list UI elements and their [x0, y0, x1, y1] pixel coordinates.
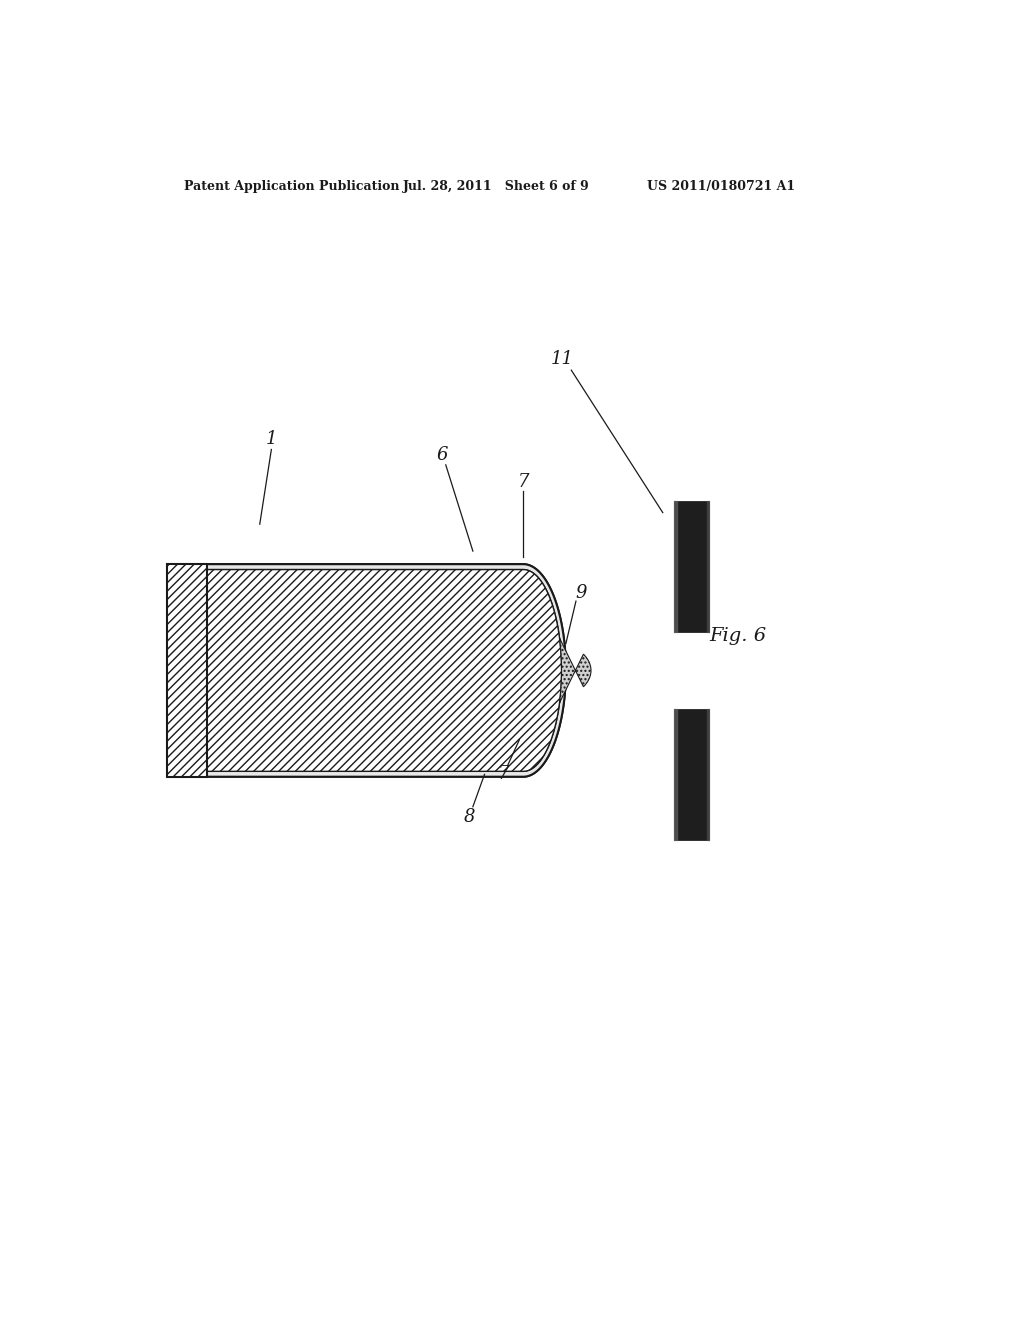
Text: Patent Application Publication: Patent Application Publication — [183, 180, 399, 193]
Polygon shape — [206, 564, 566, 776]
Text: 11: 11 — [551, 350, 573, 367]
Bar — [675, 709, 710, 840]
Text: 1: 1 — [265, 430, 278, 449]
Text: 8: 8 — [463, 808, 475, 826]
Text: 7: 7 — [498, 766, 510, 783]
Bar — [167, 564, 207, 776]
Text: Jul. 28, 2011   Sheet 6 of 9: Jul. 28, 2011 Sheet 6 of 9 — [403, 180, 590, 193]
Text: US 2011/0180721 A1: US 2011/0180721 A1 — [647, 180, 796, 193]
Polygon shape — [206, 564, 566, 776]
Bar — [675, 502, 710, 632]
Polygon shape — [206, 570, 561, 771]
Text: 6: 6 — [436, 446, 447, 463]
Text: 9: 9 — [575, 585, 587, 602]
Polygon shape — [206, 570, 561, 771]
Polygon shape — [559, 638, 591, 702]
Text: Fig. 6: Fig. 6 — [710, 627, 766, 644]
Text: 7: 7 — [517, 473, 529, 491]
